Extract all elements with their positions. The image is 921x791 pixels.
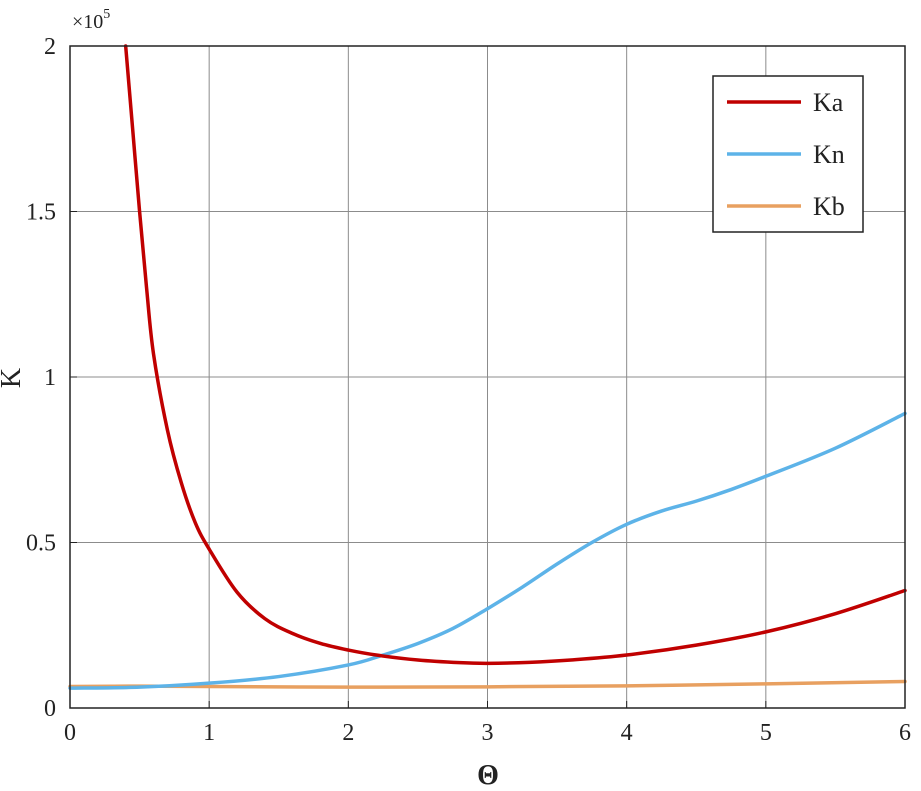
x-tick-label: 5 <box>760 720 772 746</box>
legend-label-kn: Kn <box>813 140 845 169</box>
y-tick-label: 0 <box>44 696 56 722</box>
series-group <box>68 44 907 690</box>
x-axis-label: Θ <box>477 760 499 791</box>
y-tick-label: 2 <box>44 34 56 60</box>
y-tick-label: 1 <box>44 365 56 391</box>
x-tick-label: 6 <box>899 720 911 746</box>
series-line-kn <box>68 411 907 690</box>
x-tick-label: 4 <box>621 720 633 746</box>
x-tick-label: 0 <box>64 720 76 746</box>
legend-label-ka: Ka <box>813 88 844 117</box>
legend-label-kb: Kb <box>813 192 845 221</box>
x-tick-label: 3 <box>482 720 494 746</box>
y-multiplier: ×105 <box>72 7 110 33</box>
y-axis-label: K <box>0 368 27 388</box>
x-tick-label: 1 <box>203 720 215 746</box>
y-tick-label: 1.5 <box>26 200 56 226</box>
series-line-ka <box>123 44 907 666</box>
legend: Ka Kn Kb <box>712 75 864 233</box>
ticks: 0 1 2 3 4 5 6 0 0.5 1 1.5 2 <box>26 34 911 746</box>
y-tick-label: 0.5 <box>26 531 56 557</box>
x-tick-label: 2 <box>342 720 354 746</box>
